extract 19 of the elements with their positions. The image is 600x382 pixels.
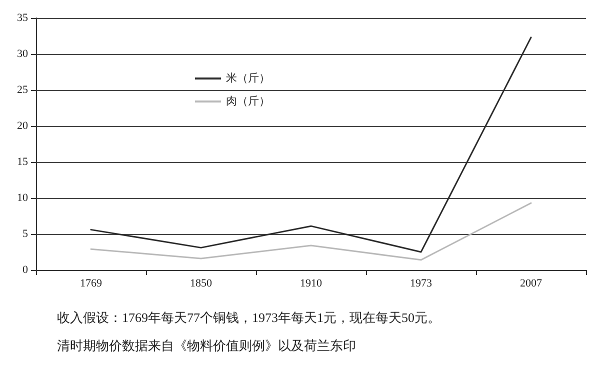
line-series [90,202,532,261]
y-tick-label: 15 [17,156,28,168]
x-tick-label: 1850 [190,278,212,290]
y-tick-label: 10 [17,192,28,204]
y-tick-label: 35 [17,12,28,24]
y-tick-label: 5 [22,228,28,240]
x-tick-label: 2007 [520,278,542,290]
y-tick-label: 20 [17,120,28,132]
line-series [90,36,532,253]
x-tick-label: 1910 [300,278,322,290]
y-tick-label: 25 [17,84,28,96]
x-tick-label: 1769 [80,278,102,290]
x-tick-label: 1973 [410,278,432,290]
y-tick-label: 0 [22,264,28,276]
y-tick-label: 30 [17,48,28,60]
text: 收入假设：1769年每天77个铜钱，1973年每天1元，现在每天50元。 [57,310,440,325]
legend-label: 肉（斤） [226,94,270,108]
legend-label: 米（斤） [226,72,270,84]
text: 清时期物价数据来自《物料价值则例》以及荷兰东印 [57,338,356,353]
